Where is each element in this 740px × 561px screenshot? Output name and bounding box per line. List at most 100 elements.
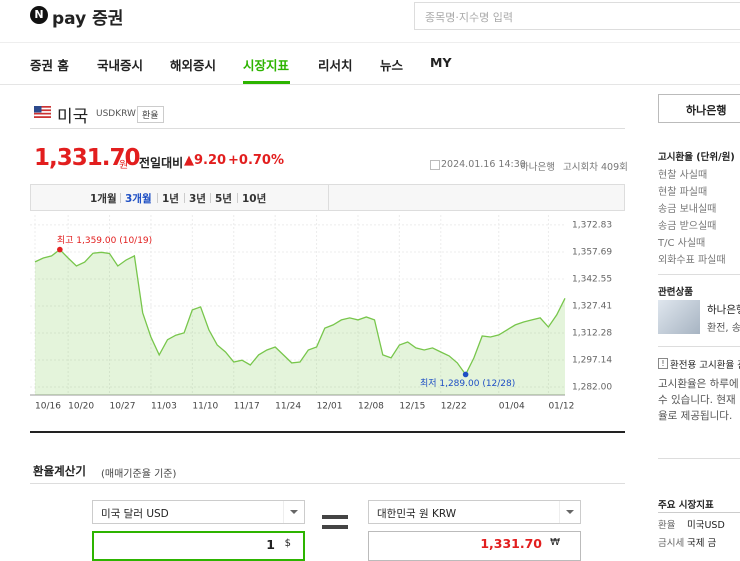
to-select-label: 대한민국 원 KRW [377, 508, 457, 520]
divider [658, 346, 740, 347]
nav-item[interactable]: 뉴스 [380, 58, 404, 73]
min-label: 최저 1,289.00 (12/28) [420, 378, 515, 389]
nav-item[interactable]: MY [430, 55, 452, 70]
bank-button[interactable]: 하나은행 [658, 94, 740, 123]
period-tab[interactable]: 1개월 [90, 193, 117, 205]
logo-mark[interactable]: N [30, 6, 48, 24]
related-title: 관련상품 [658, 287, 693, 298]
rate-item[interactable]: T/C 사실때 [658, 238, 706, 249]
rate-item[interactable]: 현찰 파실때 [658, 187, 708, 198]
x-tick-label: 12/08 [358, 402, 384, 412]
period-tab[interactable]: 5년 [215, 193, 232, 205]
change-pct: +0.70% [228, 153, 284, 168]
time-icon [430, 160, 440, 170]
instrument-name: 미국 [57, 107, 89, 127]
rate-item[interactable]: 외화수표 파실때 [658, 255, 726, 266]
x-tick-label: 11/24 [275, 402, 301, 412]
x-tick-label: 10/16 [35, 402, 61, 412]
nav-item[interactable]: 해외증시 [170, 58, 217, 73]
dropdown-arrow [559, 501, 574, 523]
notice-line: 수 있습니다. 현재 [658, 394, 736, 406]
nav-item[interactable]: 국내증시 [97, 58, 144, 73]
tab-separator [184, 193, 185, 203]
related-name[interactable]: 하나은행 [707, 304, 740, 316]
x-tick-label: 01/12 [548, 402, 574, 412]
rate-item[interactable]: 현찰 사실때 [658, 170, 708, 181]
period-bar [30, 184, 625, 211]
instrument-code: USDKRW [96, 109, 136, 119]
rates-title-text: 고시환율 [658, 152, 693, 163]
amount-input[interactable]: 1 $ [92, 531, 305, 561]
input-unit: $ [284, 538, 291, 549]
notice-icon: ! [658, 358, 668, 369]
x-tick-label: 10/20 [68, 402, 94, 412]
x-tick-label: 10/27 [110, 402, 136, 412]
y-tick-label: 1,372.83 [572, 220, 612, 230]
y-tick-label: 1,282.00 [572, 382, 612, 392]
price-unit: 원 [119, 160, 129, 171]
calc-subtitle: (매매기준율 기준) [101, 469, 177, 480]
quote-round: 고시회차 409회 [563, 162, 628, 173]
price: 1,331.70 [34, 145, 140, 171]
area [35, 249, 565, 395]
x-tick-label: 11/03 [151, 402, 177, 412]
market-value[interactable]: 국제 금 [687, 538, 717, 549]
to-select[interactable]: 대한민국 원 KRW [368, 500, 581, 524]
rates-unit: (단위/원) [696, 152, 735, 163]
rate-item[interactable]: 송금 보내실때 [658, 204, 717, 215]
x-tick-label: 11/10 [192, 402, 218, 412]
equals-sign [322, 515, 348, 529]
y-tick-label: 1,327.41 [572, 301, 612, 311]
dropdown-arrow [283, 501, 298, 523]
divider [658, 512, 740, 513]
notice-line: 고시환율은 하루에 [658, 378, 739, 390]
nav-item[interactable]: 시장지표 [243, 58, 290, 73]
output-unit: ₩ [550, 537, 560, 548]
related-thumbnail[interactable] [658, 300, 700, 334]
change: ▲9.20 [184, 153, 227, 168]
period-tab[interactable]: 1년 [162, 193, 179, 205]
badge[interactable]: 환율 [137, 106, 164, 123]
max-label: 최고 1,359.00 (10/19) [57, 235, 152, 246]
y-tick-label: 1,342.55 [572, 274, 612, 284]
market-title: 주요 시장지표 [658, 500, 714, 511]
output-value: 1,331.70 [480, 536, 542, 551]
period-tab[interactable]: 3개월 [125, 193, 152, 205]
market-label: 금시세 [658, 538, 685, 549]
tab-separator [237, 193, 238, 203]
market-value[interactable]: 미국USD [687, 520, 725, 531]
divider [30, 483, 625, 484]
divider [0, 84, 740, 85]
tab-separator [120, 193, 121, 203]
tab-separator [210, 193, 211, 203]
from-select-label: 미국 달러 USD [101, 508, 169, 520]
nav-underline [243, 81, 290, 84]
x-tick-label: 12/15 [399, 402, 425, 412]
y-tick-label: 1,312.28 [572, 328, 612, 338]
tab-separator [157, 193, 158, 203]
divider [658, 458, 740, 459]
nav-item[interactable]: 증권 홈 [30, 58, 69, 73]
rate-item[interactable]: 송금 받으실때 [658, 221, 717, 232]
bank-button-label: 하나은행 [686, 104, 727, 117]
line [34, 248, 566, 376]
market-label: 환율 [658, 520, 676, 531]
calc-title: 환율계산기 [33, 464, 86, 478]
notice-title: 환전용 고시환율 관 [670, 360, 740, 371]
input-value: 1 [266, 537, 275, 552]
x-tick-label: 01/04 [499, 402, 525, 412]
quote-datetime: 2024.01.16 14:30 [441, 159, 526, 170]
flag-us [34, 106, 51, 118]
from-select[interactable]: 미국 달러 USD [92, 500, 305, 524]
max-marker [57, 246, 63, 253]
period-tab[interactable]: 3년 [189, 193, 206, 205]
notice-line: 율로 제공됩니다. [658, 410, 733, 422]
nav-item[interactable]: 리서치 [318, 58, 353, 73]
change-label: 전일대비 [139, 156, 184, 170]
search-box[interactable]: 종목명·지수명 입력 [414, 2, 740, 30]
period-tab[interactable]: 10년 [242, 193, 267, 205]
logo-text[interactable]: pay 증권 [52, 9, 124, 29]
divider [328, 184, 329, 211]
search-placeholder: 종목명·지수명 입력 [425, 11, 513, 24]
